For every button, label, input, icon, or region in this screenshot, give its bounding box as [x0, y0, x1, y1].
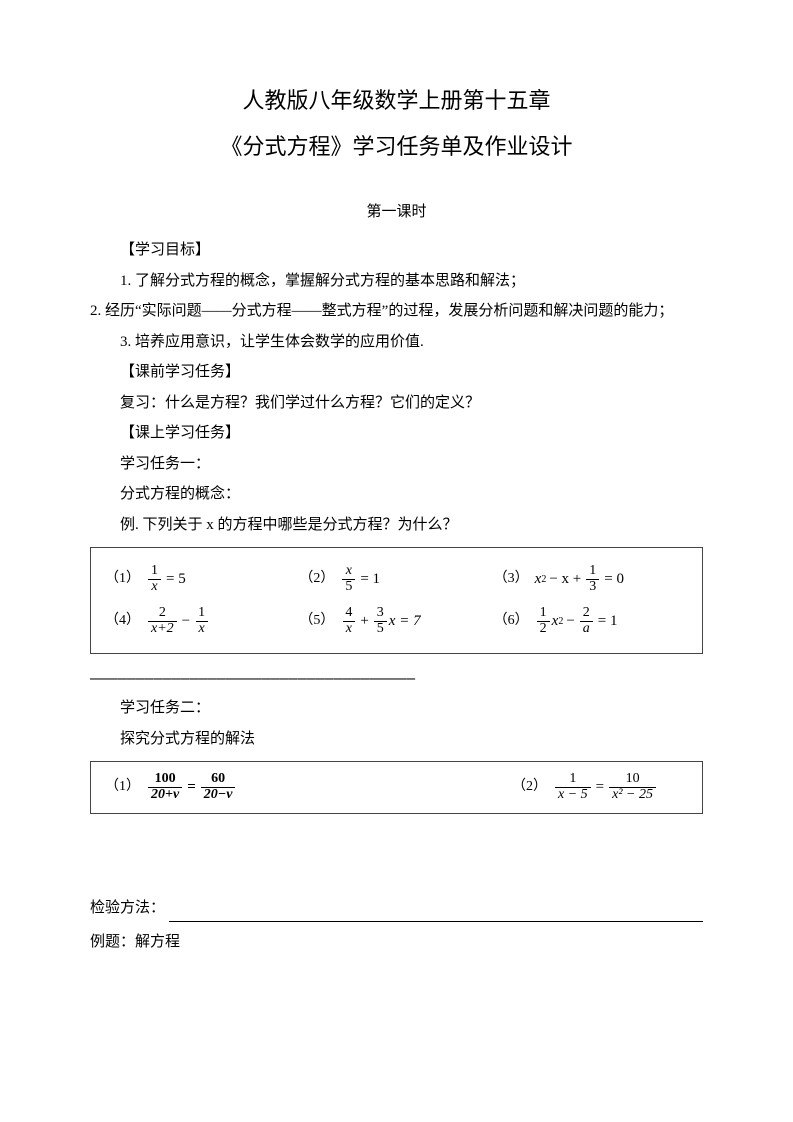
- example-label: 例题：解方程: [90, 928, 703, 957]
- eqb2-nu2: 10: [623, 772, 643, 787]
- eq6-rhs: = 1: [595, 607, 621, 636]
- eq5-nu2: 3: [374, 606, 387, 621]
- check-method-line: 检验方法：: [90, 894, 703, 923]
- eq4-mid: −: [179, 607, 193, 636]
- eqb1-mid: =: [184, 773, 199, 802]
- equation-box-1: （1） 1x = 5 （2） x5 = 1 （3） x2 − x + 13 = …: [90, 547, 703, 654]
- lesson-label: 第一课时: [90, 198, 703, 227]
- eqb-label-1: （1）: [105, 774, 140, 801]
- eq5-nu1: 4: [342, 606, 355, 621]
- eq4-de2: x: [196, 621, 208, 637]
- section-inclass-heading: 【课上学习任务】: [90, 419, 703, 448]
- eq5-de2: 5: [374, 621, 387, 637]
- section-pre-heading: 【课前学习任务】: [90, 358, 703, 387]
- check-label: 检验方法：: [90, 894, 165, 923]
- check-underline: [169, 906, 703, 922]
- task1-question: 例. 下列关于 x 的方程中哪些是分式方程？为什么？: [90, 511, 703, 540]
- eq4-nu1: 2: [156, 606, 169, 621]
- equation-2: （2） x5 = 1: [299, 564, 493, 594]
- eqb2-de1: x − 5: [555, 787, 591, 803]
- equation-5: （5） 4x + 35 x = 7: [299, 606, 493, 636]
- eqb1-nu1: 100: [152, 772, 179, 787]
- eq-label-4: （4）: [105, 608, 140, 635]
- equation-b2: （2） 1x − 5 = 10x² − 25: [382, 772, 689, 802]
- equation-4: （4） 2x+2 − 1x: [105, 606, 299, 636]
- eq1-rhs: = 5: [163, 565, 189, 594]
- eq1-de: x: [148, 579, 160, 595]
- task2-heading: 学习任务二：: [90, 694, 703, 723]
- equation-6: （6） 12 x2 − 2a = 1: [494, 606, 688, 636]
- eqb2-nu1: 1: [566, 772, 579, 787]
- eq-label-2: （2）: [299, 566, 334, 593]
- eq5-mid: +: [357, 607, 371, 636]
- page: 人教版八年级数学上册第十五章 《分式方程》学习任务单及作业设计 第一课时 【学习…: [0, 0, 793, 1122]
- eq-label-1: （1）: [105, 566, 140, 593]
- eq-label-3: （3）: [494, 566, 529, 593]
- eq6-de1: 2: [537, 621, 550, 637]
- eq-label-6: （6）: [494, 608, 529, 635]
- equation-b1: （1） 10020+v = 6020−v: [105, 772, 382, 802]
- eq5-tail: x = 7: [389, 607, 421, 636]
- eq3-a: x: [535, 565, 542, 594]
- task1-heading: 学习任务一：: [90, 450, 703, 479]
- eq2-de: 5: [342, 579, 355, 595]
- eq6-nu1: 1: [537, 606, 550, 621]
- eqb-label-2: （2）: [512, 774, 547, 801]
- eq6-de2: a: [580, 621, 593, 637]
- eq2-nu: x: [343, 564, 355, 579]
- eq3-rhs: = 0: [601, 565, 627, 594]
- eqb1-nu2: 60: [208, 772, 228, 787]
- dash-separator: ————————————————————————————————————: [90, 664, 703, 693]
- eq6-mid2: −: [563, 607, 577, 636]
- task2-text: 探究分式方程的解法: [90, 725, 703, 754]
- task1-text: 分式方程的概念：: [90, 480, 703, 509]
- goal-2: 2. 经历“实际问题——分式方程——整式方程”的过程，发展分析问题和解决问题的能…: [90, 297, 703, 326]
- eqb1-de1: 20+v: [148, 787, 182, 803]
- eq3-b: − x +: [546, 565, 584, 594]
- eq1-nu: 1: [148, 564, 161, 579]
- eq4-de1: x+2: [148, 621, 177, 637]
- eq2-rhs: = 1: [357, 565, 383, 594]
- eqb2-de2: x² − 25: [609, 787, 656, 803]
- equation-row-2: （4） 2x+2 − 1x （5） 4x + 35 x = 7 （6） 12 x…: [105, 600, 688, 642]
- eq3-nu: 1: [586, 564, 599, 579]
- pre-text: 复习：什么是方程？我们学过什么方程？它们的定义？: [90, 389, 703, 418]
- title-line-2: 《分式方程》学习任务单及作业设计: [90, 126, 703, 168]
- eq6-mid: x: [552, 607, 559, 636]
- title-line-1: 人教版八年级数学上册第十五章: [90, 80, 703, 122]
- goal-1: 1. 了解分式方程的概念，掌握解分式方程的基本思路和解法；: [90, 267, 703, 296]
- equation-row-1: （1） 1x = 5 （2） x5 = 1 （3） x2 − x + 13 = …: [105, 558, 688, 600]
- eqb1-de2: 20−v: [201, 787, 236, 803]
- goal-3: 3. 培养应用意识，让学生体会数学的应用价值.: [90, 328, 703, 357]
- equation-box-2: （1） 10020+v = 6020−v （2） 1x − 5 = 10x² −…: [90, 761, 703, 813]
- equation-1: （1） 1x = 5: [105, 564, 299, 594]
- eq4-nu2: 1: [195, 606, 208, 621]
- eq3-de: 3: [586, 579, 599, 595]
- eq6-nu2: 2: [580, 606, 593, 621]
- eq-label-5: （5）: [299, 608, 334, 635]
- equation-3: （3） x2 − x + 13 = 0: [494, 564, 688, 594]
- eqb2-mid: =: [593, 773, 607, 802]
- eq5-de1: x: [343, 621, 355, 637]
- section-goal-heading: 【学习目标】: [90, 236, 703, 265]
